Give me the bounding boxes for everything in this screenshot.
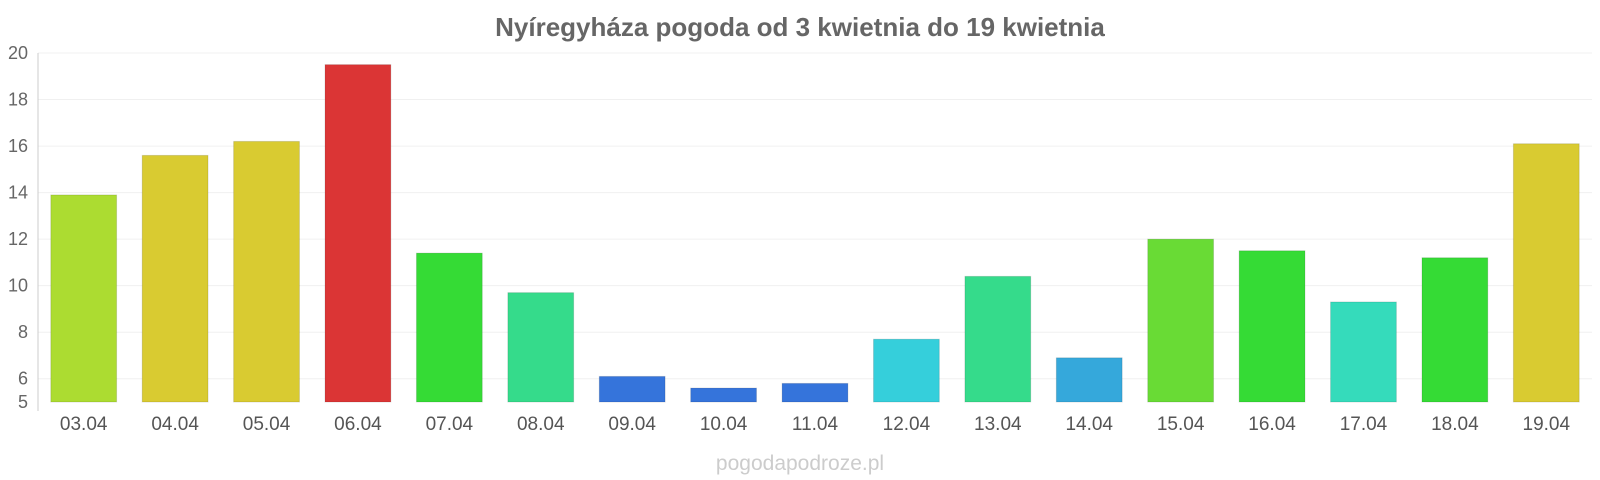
bar-16.04 (1238, 250, 1306, 403)
bar-03.04 (50, 194, 118, 403)
x-tick-label: 08.04 (517, 414, 565, 435)
x-tick-label: 15.04 (1157, 414, 1205, 435)
x-tick-label: 14.04 (1065, 414, 1113, 435)
bar-08.04 (507, 292, 575, 403)
bar-07.04 (415, 252, 483, 403)
bars (50, 64, 1580, 403)
x-tick-label: 07.04 (426, 414, 474, 435)
chart-title: Nyíregyháza pogoda od 3 kwietnia do 19 k… (495, 12, 1105, 42)
x-tick-label: 16.04 (1248, 414, 1296, 435)
bar-13.04 (964, 275, 1032, 403)
x-tick-label: 17.04 (1340, 414, 1388, 435)
x-tick-label: 03.04 (60, 414, 108, 435)
y-tick-label: 5 (18, 392, 28, 412)
x-tick-label: 05.04 (243, 414, 291, 435)
y-tick-label: 10 (8, 276, 28, 296)
bar-18.04 (1421, 257, 1489, 403)
bar-15.04 (1147, 238, 1215, 403)
x-tick-label: 13.04 (974, 414, 1022, 435)
bar-12.04 (873, 338, 940, 403)
bar-19.04 (1512, 143, 1580, 403)
watermark-text: pogodapodroze.pl (716, 452, 884, 475)
bar-17.04 (1330, 301, 1397, 403)
y-tick-label: 16 (8, 136, 28, 156)
x-tick-label: 18.04 (1431, 414, 1479, 435)
bar-06.04 (324, 64, 392, 403)
y-tick-label: 20 (8, 43, 28, 63)
x-tick-label: 12.04 (883, 414, 931, 435)
x-tick-label: 09.04 (608, 414, 656, 435)
x-tick-label: 11.04 (792, 414, 839, 435)
bar-05.04 (233, 140, 300, 403)
y-tick-label: 14 (8, 183, 28, 203)
bar-10.04 (690, 387, 757, 403)
y-tick-label: 12 (8, 229, 28, 249)
bar-11.04 (781, 382, 849, 403)
x-tick-label: 10.04 (700, 414, 748, 435)
y-axis: 5 6 8 10 12 14 16 18 20 (8, 43, 39, 412)
bar-14.04 (1055, 357, 1123, 403)
bar-04.04 (141, 154, 209, 403)
y-tick-label: 18 (8, 90, 28, 110)
bar-09.04 (598, 375, 666, 403)
x-tick-label: 19.04 (1523, 414, 1571, 435)
y-tick-label: 6 (18, 369, 28, 389)
x-axis: 03.04 04.04 05.04 06.04 07.04 08.04 09.04 10.04… (60, 414, 1571, 435)
x-tick-label: 04.04 (151, 414, 199, 435)
x-tick-label: 06.04 (334, 414, 382, 435)
y-tick-label: 8 (18, 322, 28, 342)
